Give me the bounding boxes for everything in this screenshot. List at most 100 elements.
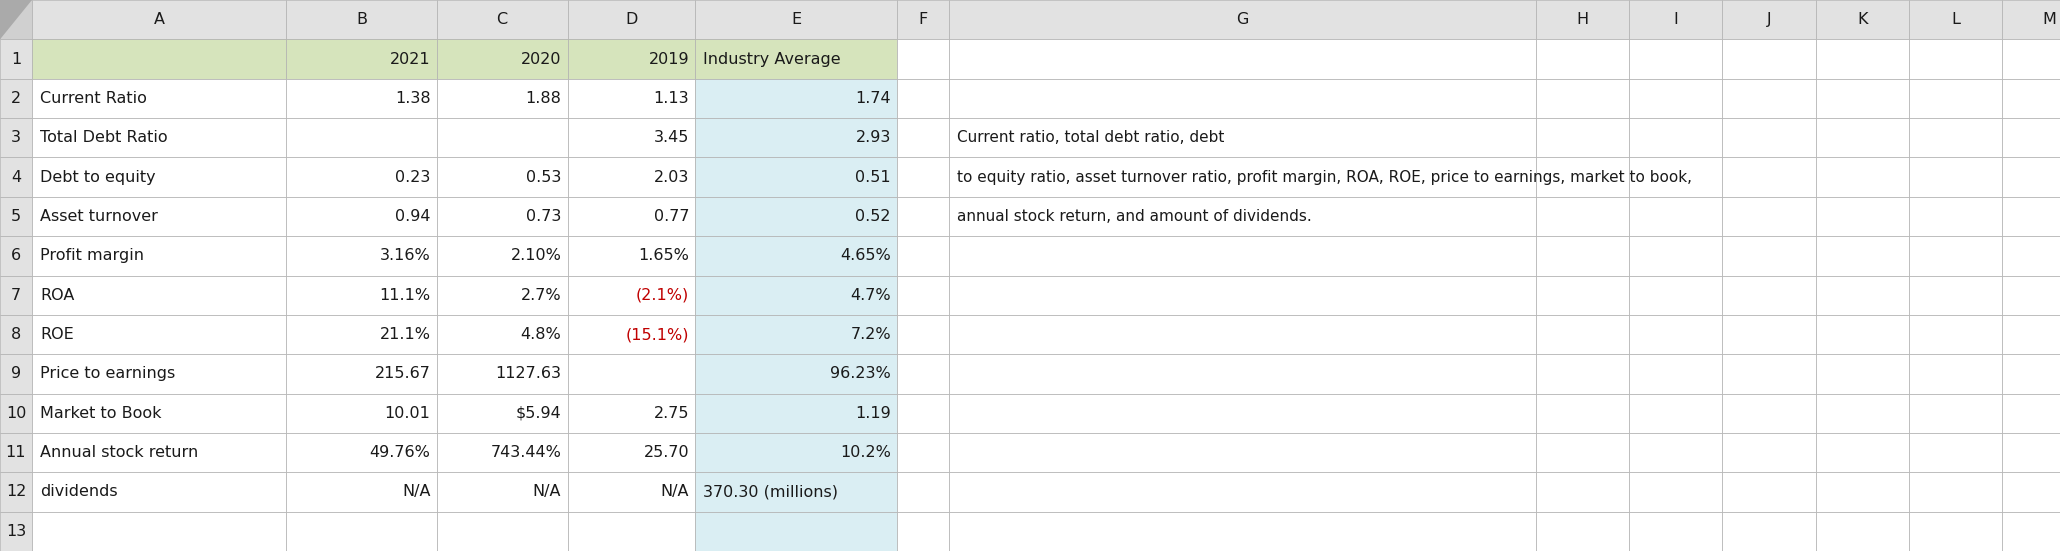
- Bar: [437, 472, 566, 512]
- Bar: [286, 393, 437, 433]
- Bar: [33, 276, 286, 315]
- Bar: [437, 236, 566, 276]
- Bar: [1815, 276, 1910, 315]
- Bar: [569, 276, 696, 315]
- Bar: [1722, 236, 1815, 276]
- Bar: [0, 158, 33, 197]
- Bar: [33, 512, 286, 551]
- Text: 2021: 2021: [389, 52, 431, 67]
- Bar: [948, 315, 1535, 354]
- Bar: [898, 39, 948, 79]
- Bar: [1535, 393, 1629, 433]
- Bar: [1535, 512, 1629, 551]
- Bar: [1535, 354, 1629, 393]
- Text: 10: 10: [6, 406, 27, 421]
- Text: dividends: dividends: [41, 484, 117, 499]
- Bar: [286, 512, 437, 551]
- Bar: [2002, 118, 2060, 158]
- Bar: [1722, 472, 1815, 512]
- Bar: [286, 433, 437, 472]
- Bar: [1722, 118, 1815, 158]
- Bar: [948, 354, 1535, 393]
- Text: 1.65%: 1.65%: [639, 249, 688, 263]
- Text: 0.73: 0.73: [525, 209, 560, 224]
- Text: M: M: [2041, 12, 2056, 27]
- Bar: [0, 197, 33, 236]
- Bar: [33, 39, 286, 79]
- Bar: [33, 0, 286, 39]
- Bar: [1722, 39, 1815, 79]
- Bar: [437, 315, 566, 354]
- Bar: [1629, 393, 1722, 433]
- Bar: [0, 472, 33, 512]
- Text: 10.01: 10.01: [385, 406, 431, 421]
- Bar: [1535, 276, 1629, 315]
- Bar: [948, 512, 1535, 551]
- Bar: [1910, 39, 2002, 79]
- Text: 215.67: 215.67: [375, 366, 431, 381]
- Bar: [437, 276, 566, 315]
- Bar: [286, 197, 437, 236]
- Bar: [1815, 236, 1910, 276]
- Bar: [1815, 512, 1910, 551]
- Bar: [437, 354, 566, 393]
- Bar: [1815, 79, 1910, 118]
- Bar: [569, 158, 696, 197]
- Text: 0.52: 0.52: [855, 209, 890, 224]
- Bar: [437, 512, 566, 551]
- Bar: [1815, 354, 1910, 393]
- Bar: [694, 39, 896, 79]
- Bar: [948, 393, 1535, 433]
- Text: G: G: [1236, 12, 1248, 27]
- Bar: [948, 79, 1535, 118]
- Text: 1: 1: [10, 52, 21, 67]
- Bar: [694, 0, 896, 39]
- Text: (15.1%): (15.1%): [626, 327, 688, 342]
- Text: 10.2%: 10.2%: [840, 445, 890, 460]
- Bar: [694, 512, 896, 551]
- Text: 6: 6: [10, 249, 21, 263]
- Bar: [0, 236, 33, 276]
- Text: N/A: N/A: [402, 484, 431, 499]
- Text: D: D: [624, 12, 639, 27]
- Bar: [948, 158, 1535, 197]
- Text: F: F: [919, 12, 927, 27]
- Bar: [1910, 79, 2002, 118]
- Text: 2.75: 2.75: [653, 406, 688, 421]
- Bar: [569, 0, 696, 39]
- Bar: [2002, 236, 2060, 276]
- Bar: [0, 354, 33, 393]
- Bar: [1629, 236, 1722, 276]
- Bar: [569, 512, 696, 551]
- Bar: [1629, 512, 1722, 551]
- Bar: [2002, 79, 2060, 118]
- Bar: [437, 0, 566, 39]
- Bar: [2002, 354, 2060, 393]
- Bar: [0, 118, 33, 158]
- Bar: [1722, 393, 1815, 433]
- Bar: [2002, 0, 2060, 39]
- Bar: [1910, 118, 2002, 158]
- Bar: [286, 79, 437, 118]
- Text: 1127.63: 1127.63: [494, 366, 560, 381]
- Text: A: A: [154, 12, 165, 27]
- Bar: [1535, 472, 1629, 512]
- Bar: [2002, 158, 2060, 197]
- Text: B: B: [356, 12, 367, 27]
- Text: Market to Book: Market to Book: [41, 406, 161, 421]
- Bar: [1815, 118, 1910, 158]
- Bar: [1629, 0, 1722, 39]
- Bar: [948, 276, 1535, 315]
- Bar: [286, 236, 437, 276]
- Bar: [1722, 354, 1815, 393]
- Text: 9: 9: [10, 366, 21, 381]
- Bar: [694, 393, 896, 433]
- Text: 0.23: 0.23: [396, 170, 431, 185]
- Bar: [2002, 433, 2060, 472]
- Text: Annual stock return: Annual stock return: [41, 445, 198, 460]
- Text: 2020: 2020: [521, 52, 560, 67]
- Bar: [1535, 197, 1629, 236]
- Bar: [1815, 158, 1910, 197]
- Bar: [33, 79, 286, 118]
- Bar: [694, 276, 896, 315]
